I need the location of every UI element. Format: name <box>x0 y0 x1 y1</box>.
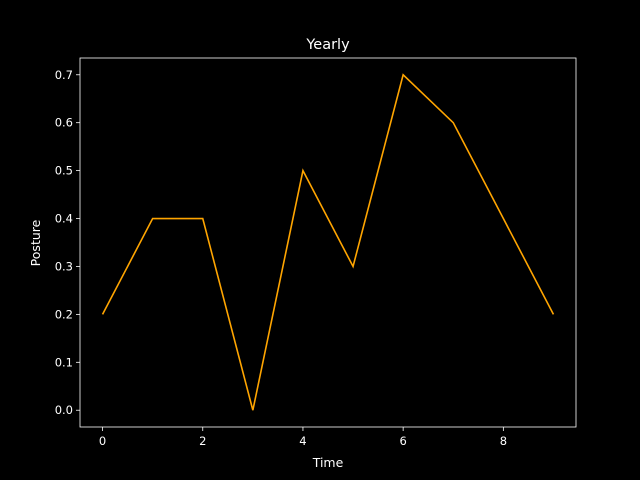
y-tick-label: 0.7 <box>55 68 73 82</box>
axes-frame <box>79 57 577 428</box>
x-tick-label: 0 <box>99 434 106 448</box>
y-tick-label: 0.1 <box>55 355 73 369</box>
x-tick-label: 2 <box>199 434 206 448</box>
x-tick-label: 6 <box>399 434 406 448</box>
y-axis-label: Posture <box>28 219 43 266</box>
chart-title: Yearly <box>305 37 350 53</box>
y-tick-label: 0.6 <box>55 116 73 130</box>
y-tick-label: 0.3 <box>55 259 73 273</box>
plot-area: 0 2 4 6 8 0.0 0.1 0.2 0.3 0.4 0.5 0.6 0.7 <box>55 57 577 448</box>
y-tick-label: 0.0 <box>55 403 73 417</box>
y-tick-label: 0.2 <box>55 307 73 321</box>
y-tick-label: 0.5 <box>55 164 73 178</box>
x-tick-label: 8 <box>500 434 507 448</box>
x-tick-label: 4 <box>299 434 306 448</box>
series-line <box>101 73 555 411</box>
y-tick-label: 0.4 <box>55 212 73 226</box>
x-axis-label: Time <box>312 455 344 470</box>
